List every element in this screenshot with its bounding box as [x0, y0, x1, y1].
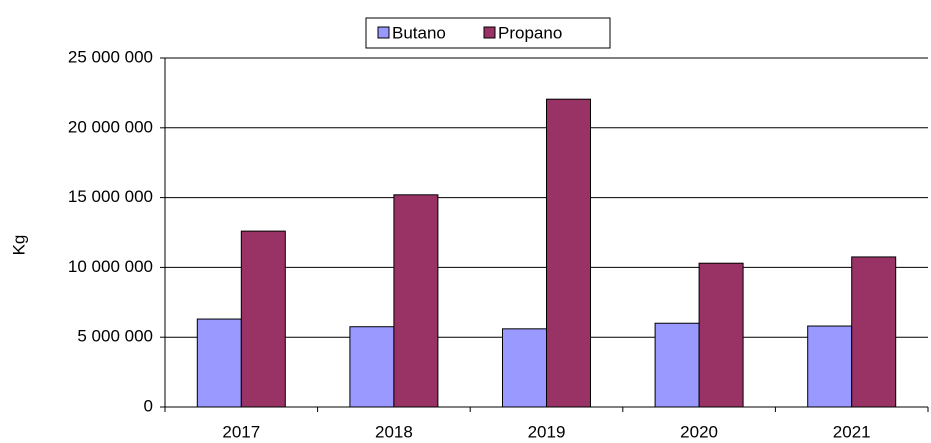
y-tick-label: 15 000 000 [68, 187, 153, 206]
legend-label: Butano [392, 23, 446, 42]
legend-swatch [377, 26, 390, 39]
bar [546, 98, 591, 408]
bar [349, 326, 395, 408]
bar [240, 230, 286, 408]
x-tick-label: 2021 [833, 422, 871, 441]
bar [654, 322, 700, 408]
bar [393, 194, 439, 408]
bar [807, 325, 853, 408]
bar [698, 262, 744, 408]
y-tick-label: 0 [144, 396, 153, 415]
legend-label: Propano [498, 23, 562, 42]
y-tick-label: 25 000 000 [68, 47, 153, 66]
legend-swatch [483, 26, 496, 39]
bar [851, 256, 897, 408]
y-tick-label: 10 000 000 [68, 257, 153, 276]
y-tick-label: 5 000 000 [77, 327, 153, 346]
x-tick-label: 2017 [222, 422, 260, 441]
y-tick-label: 20 000 000 [68, 117, 153, 136]
bar [196, 318, 242, 408]
y-axis-label: Kg [9, 235, 28, 256]
x-tick-label: 2018 [375, 422, 413, 441]
x-tick-label: 2020 [680, 422, 718, 441]
x-tick-label: 2019 [528, 422, 566, 441]
bar [502, 328, 547, 408]
